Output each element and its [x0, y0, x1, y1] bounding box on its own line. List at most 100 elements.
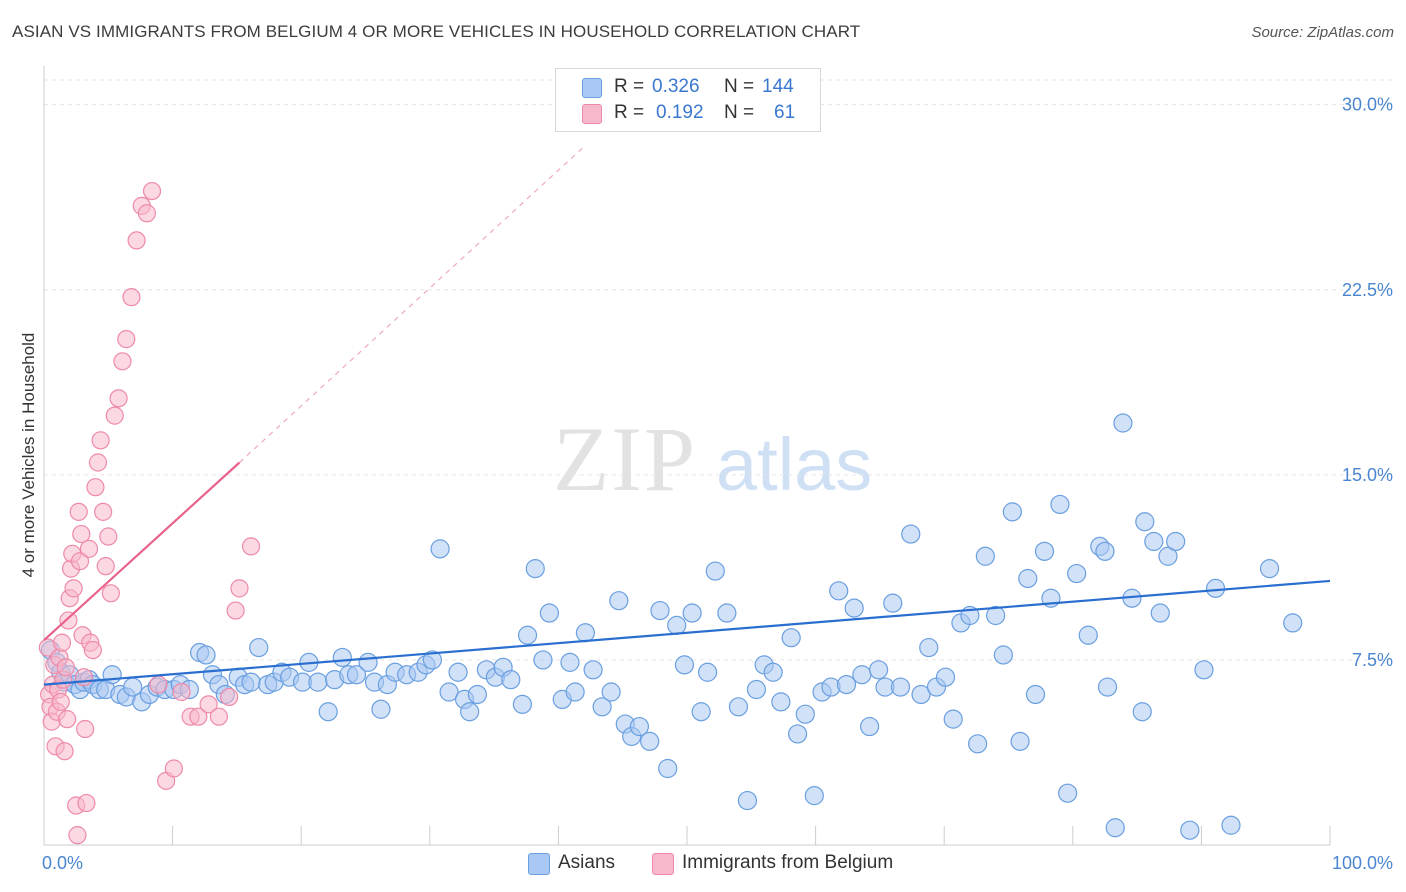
y-tick-label: 15.0% — [1342, 465, 1393, 485]
asian-point — [1144, 531, 1164, 552]
asian-point — [1180, 820, 1200, 840]
asian-point — [1105, 818, 1125, 838]
asian-point — [829, 581, 849, 601]
asian-point — [1078, 625, 1098, 645]
asian-n-value: 144 — [762, 76, 794, 97]
belgium-point — [164, 759, 183, 778]
belgium-point — [142, 181, 162, 201]
belgium-point — [83, 640, 102, 660]
belgium-point — [226, 601, 245, 620]
asian-point — [601, 682, 621, 702]
watermark-zip: ZIP — [553, 408, 697, 510]
chart-title: ASIAN VS IMMIGRANTS FROM BELGIUM 4 OR MO… — [12, 22, 861, 41]
asian-point — [592, 697, 612, 717]
asian-point — [346, 665, 367, 685]
asian-point — [583, 660, 603, 680]
asian-point — [697, 662, 718, 682]
legend-r-label: R = — [614, 102, 645, 123]
asian-point — [308, 672, 328, 692]
belgium-point — [96, 557, 115, 576]
asian-point — [422, 650, 442, 670]
asian-point — [525, 559, 545, 579]
asian-point — [763, 662, 783, 682]
asian-point — [517, 625, 538, 645]
trend-lines — [43, 146, 1331, 686]
asian-point — [1132, 702, 1152, 722]
legend-n-label: N = — [724, 102, 755, 123]
asian-point — [460, 702, 480, 722]
axes — [43, 66, 1331, 846]
asian-point — [771, 692, 791, 712]
asian-point — [1097, 677, 1118, 697]
asian-point — [717, 603, 737, 623]
belgium-legend-swatch — [652, 853, 674, 875]
asian-point — [943, 709, 963, 729]
asian-point — [1150, 603, 1170, 623]
asian-point — [737, 790, 758, 811]
belgium-legend-label: Immigrants from Belgium — [682, 852, 894, 873]
asian-point — [935, 667, 956, 687]
asian-point — [629, 716, 650, 737]
x-tick-label-max: 100.0% — [1332, 853, 1393, 873]
source-label: Source: ZipAtlas.com — [1251, 24, 1394, 41]
asian-point — [640, 731, 660, 751]
asian-point — [658, 758, 678, 779]
belgium-point — [74, 668, 93, 687]
asian-point — [332, 647, 352, 668]
belgium-point — [68, 826, 87, 845]
asian-point — [1050, 494, 1070, 515]
asian-point — [249, 637, 269, 658]
asian-r-value: 0.326 — [652, 76, 700, 97]
belgium-point — [51, 692, 70, 711]
asian-point — [836, 674, 857, 695]
asian-point — [844, 598, 864, 618]
asian-legend-label: Asians — [558, 852, 616, 873]
asian-point — [1067, 563, 1087, 584]
belgium-point — [101, 584, 120, 603]
belgium-point — [88, 453, 108, 472]
asian-point — [1034, 541, 1055, 561]
legend-r-label: R = — [614, 76, 645, 97]
asian-point — [1283, 613, 1303, 633]
belgium-point — [122, 288, 141, 307]
y-tick-label: 22.5% — [1342, 280, 1393, 300]
asian-point — [575, 623, 596, 643]
asian-legend-swatch — [528, 853, 550, 875]
belgium-point — [64, 579, 83, 598]
asian-point — [691, 702, 711, 722]
correlation-legend: R = 0.326 N = 144 R = 0.192 N = 61 — [555, 68, 821, 132]
belgium-point — [230, 579, 249, 598]
asian-point — [705, 561, 725, 581]
y-tick-label: 7.5% — [1352, 650, 1393, 670]
asian-point — [1010, 731, 1030, 751]
asian-point — [781, 628, 801, 648]
asian-point — [883, 593, 903, 613]
belgium-point — [99, 527, 118, 546]
belgium-point — [109, 389, 128, 408]
asian-point — [533, 650, 553, 670]
belgium-r-value: 0.192 — [656, 102, 704, 123]
asian-point — [1205, 578, 1226, 598]
asian-point — [196, 645, 216, 665]
belgium-point — [79, 539, 99, 558]
belgium-point — [117, 330, 136, 349]
asian-point — [746, 679, 767, 700]
belgium-trend-extension — [239, 146, 585, 463]
belgium-point — [189, 707, 208, 726]
belgium-point — [105, 406, 124, 425]
x-tick-labels: 0.0% 100.0% — [42, 853, 1393, 873]
belgium-point — [52, 633, 72, 652]
asian-point — [795, 704, 815, 724]
asian-point — [667, 615, 687, 635]
asian-point — [1113, 413, 1133, 433]
asian-point — [241, 672, 261, 692]
belgium-point — [76, 719, 95, 739]
belgium-trend-line — [43, 461, 241, 641]
asian-point — [650, 600, 670, 621]
asian-point — [852, 665, 872, 685]
asian-point — [358, 652, 378, 672]
asian-point — [430, 539, 450, 559]
belgium-point — [86, 478, 105, 497]
belgium-series — [38, 181, 261, 845]
